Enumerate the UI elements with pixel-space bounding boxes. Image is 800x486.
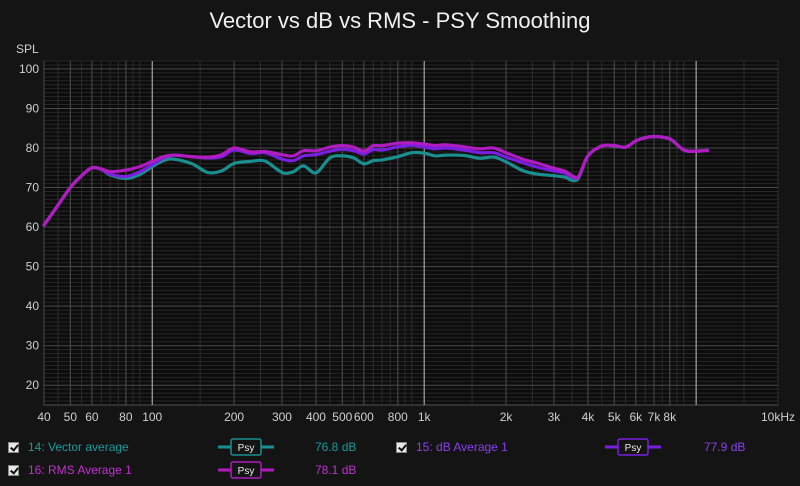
y-tick-label: 40	[26, 299, 40, 313]
y-tick-label: 90	[26, 101, 40, 115]
vector-visibility-checkbox[interactable]	[8, 442, 19, 453]
x-tick-label: 500	[332, 410, 352, 424]
x-tick-label: 7k	[648, 410, 662, 424]
legend-sample-text-db: Psy	[625, 443, 642, 454]
y-tick-label: 100	[19, 62, 39, 76]
x-tick-label: 4k	[582, 410, 596, 424]
y-tick-label: 60	[26, 220, 40, 234]
x-tick-label: 300	[272, 410, 292, 424]
x-tick-label: 800	[388, 410, 408, 424]
legend-label-db: 15: dB Average 1	[416, 440, 508, 454]
legend-value-vector: 76.8 dB	[315, 440, 357, 454]
db-visibility-checkbox[interactable]	[396, 442, 407, 453]
x-tick-label: 100	[142, 410, 162, 424]
legend-row-1: 14: Vector average Psy 76.8 dB 15: dB Av…	[0, 437, 800, 458]
legend-sample-text-vector: Psy	[238, 443, 255, 454]
legend-label-vector: 14: Vector average	[28, 440, 129, 454]
x-tick-label: 1k	[418, 410, 432, 424]
x-tick-label: 50	[64, 410, 78, 424]
legend-value-rms: 78.1 dB	[315, 463, 357, 477]
y-tick-label: 30	[26, 339, 40, 353]
legend-row-2: 16: RMS Average 1 Psy 78.1 dB	[0, 460, 800, 481]
x-tick-label: 60	[85, 410, 99, 424]
x-tick-label: 2k	[500, 410, 514, 424]
x-tick-label: 40	[37, 410, 51, 424]
legend-label-rms: 16: RMS Average 1	[28, 463, 132, 477]
y-tick-label: 50	[26, 260, 40, 274]
legend-sample-vector[interactable]: Psy	[216, 437, 276, 457]
x-tick-label: 8k	[663, 410, 677, 424]
legend-sample-db[interactable]: Psy	[603, 437, 663, 457]
y-tick-label: 20	[26, 378, 40, 392]
x-tick-label: 200	[224, 410, 244, 424]
x-tick-label: 3k	[548, 410, 562, 424]
plot-area	[43, 60, 779, 406]
y-tick-label: 80	[26, 141, 40, 155]
series-line-16	[42, 134, 709, 227]
x-tick-label: 600	[354, 410, 374, 424]
legend-sample-text-rms: Psy	[238, 466, 255, 477]
y-axis-label: SPL	[16, 42, 39, 56]
rms-visibility-checkbox[interactable]	[8, 465, 19, 476]
chart-title: Vector vs dB vs RMS - PSY Smoothing	[209, 8, 591, 33]
x-tick-label: 10kHz	[761, 410, 795, 424]
x-tick-label: 80	[119, 410, 133, 424]
x-tick-label: 5k	[608, 410, 622, 424]
x-tick-label: 400	[306, 410, 326, 424]
legend-sample-rms[interactable]: Psy	[216, 460, 276, 480]
y-tick-label: 70	[26, 181, 40, 195]
legend-value-db: 77.9 dB	[704, 440, 746, 454]
x-tick-label: 6k	[629, 410, 643, 424]
